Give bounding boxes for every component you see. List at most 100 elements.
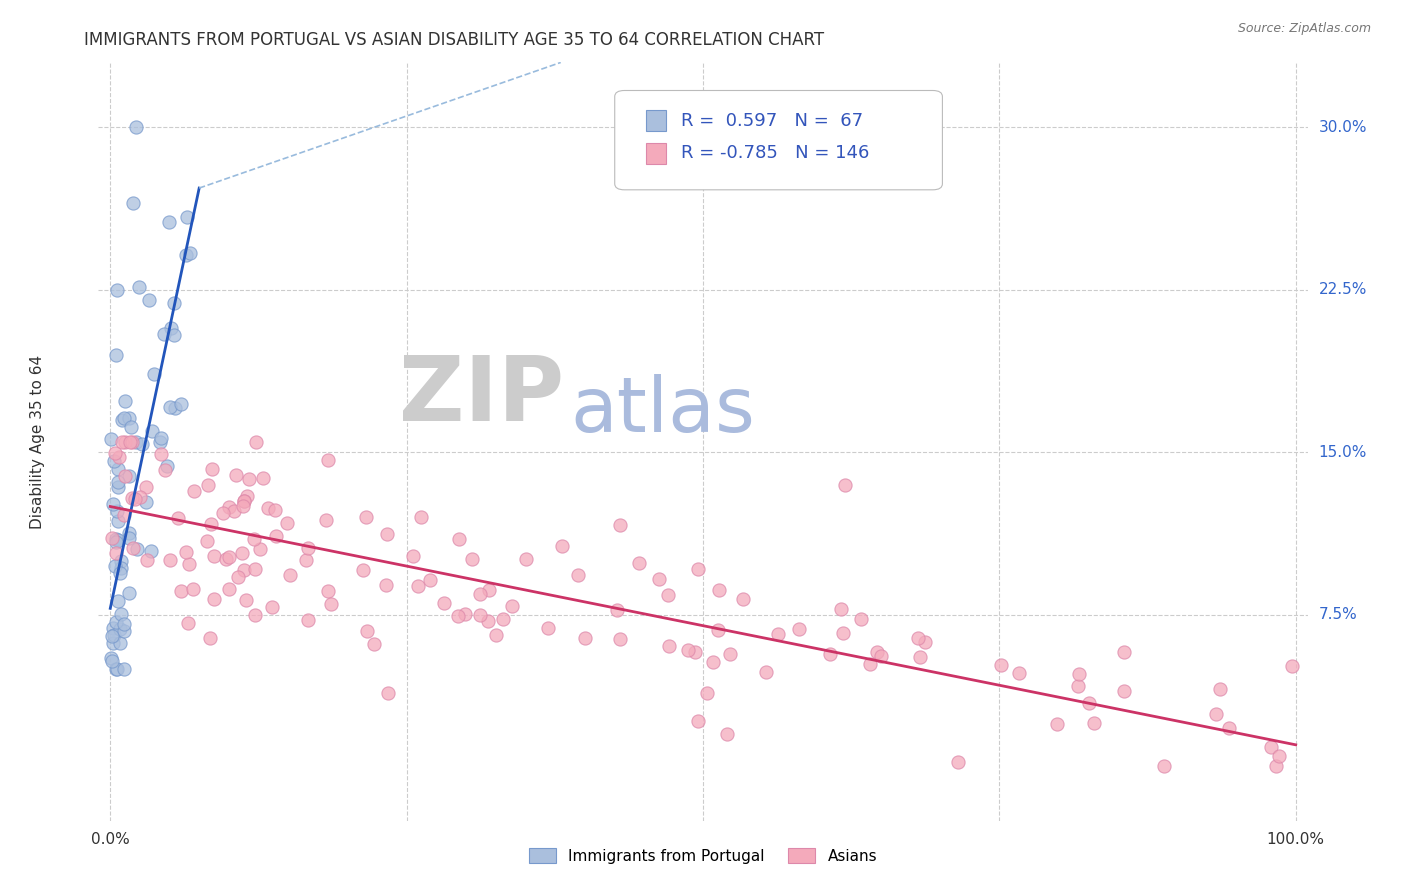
- Point: [243, 608, 266, 623]
- Point: [907, 631, 929, 645]
- Point: [914, 634, 936, 648]
- Point: [104, 534, 127, 549]
- Point: [908, 649, 931, 664]
- Point: [105, 662, 128, 676]
- Point: [159, 321, 181, 335]
- Point: [866, 644, 889, 658]
- Point: [179, 246, 201, 260]
- Point: [195, 533, 218, 548]
- Point: [111, 434, 134, 449]
- Point: [117, 469, 139, 483]
- Point: [101, 636, 124, 650]
- Point: [177, 615, 200, 630]
- Point: [1208, 681, 1230, 696]
- Point: [124, 491, 146, 506]
- Point: [433, 596, 456, 610]
- Point: [143, 367, 166, 381]
- Point: [1218, 722, 1240, 736]
- Point: [232, 493, 254, 508]
- Point: [280, 568, 302, 582]
- Point: [100, 651, 122, 665]
- Point: [353, 563, 375, 577]
- Point: [121, 196, 143, 211]
- Point: [105, 348, 128, 362]
- FancyBboxPatch shape: [614, 90, 942, 190]
- Point: [990, 658, 1012, 673]
- Point: [787, 622, 810, 636]
- Point: [238, 473, 260, 487]
- Point: [117, 531, 139, 545]
- Point: [112, 508, 135, 523]
- Text: 7.5%: 7.5%: [1319, 607, 1357, 623]
- Point: [112, 624, 135, 639]
- Point: [121, 491, 143, 505]
- Point: [170, 397, 193, 411]
- Point: [101, 629, 124, 643]
- Point: [688, 562, 710, 576]
- Point: [946, 755, 969, 769]
- Point: [406, 579, 429, 593]
- Point: [235, 592, 257, 607]
- Point: [859, 657, 882, 672]
- Point: [202, 592, 225, 607]
- Point: [135, 495, 157, 509]
- Point: [104, 532, 127, 546]
- Point: [150, 431, 173, 445]
- Point: [316, 583, 339, 598]
- Text: R = -0.785   N = 146: R = -0.785 N = 146: [681, 145, 869, 162]
- Point: [110, 553, 132, 567]
- Point: [232, 499, 254, 513]
- Point: [176, 210, 198, 224]
- Point: [567, 567, 589, 582]
- Point: [447, 608, 470, 623]
- Point: [215, 552, 238, 566]
- Point: [1046, 716, 1069, 731]
- Point: [100, 654, 122, 668]
- Point: [375, 526, 398, 541]
- Point: [114, 469, 136, 483]
- Point: [104, 445, 127, 459]
- Point: [107, 514, 129, 528]
- Point: [683, 645, 706, 659]
- Point: [402, 549, 425, 563]
- Point: [375, 578, 398, 592]
- Point: [1281, 658, 1303, 673]
- Legend: Immigrants from Portugal, Asians: Immigrants from Portugal, Asians: [523, 842, 883, 870]
- Text: IMMIGRANTS FROM PORTUGAL VS ASIAN DISABILITY AGE 35 TO 64 CORRELATION CHART: IMMIGRANTS FROM PORTUGAL VS ASIAN DISABI…: [84, 31, 824, 49]
- Point: [676, 643, 699, 657]
- Text: Source: ZipAtlas.com: Source: ZipAtlas.com: [1237, 22, 1371, 36]
- Point: [1066, 679, 1088, 693]
- Point: [834, 478, 856, 492]
- Point: [135, 553, 157, 567]
- Point: [197, 477, 219, 491]
- Text: R =  0.597   N =  67: R = 0.597 N = 67: [681, 112, 863, 130]
- Point: [108, 566, 131, 580]
- Point: [1067, 667, 1090, 681]
- Point: [110, 607, 132, 622]
- Point: [1267, 748, 1289, 763]
- Point: [249, 542, 271, 557]
- Point: [492, 612, 515, 626]
- Point: [218, 500, 240, 514]
- Point: [696, 685, 718, 699]
- Point: [127, 542, 149, 557]
- Point: [648, 572, 671, 586]
- Point: [470, 607, 492, 622]
- Point: [754, 665, 776, 679]
- Point: [125, 434, 148, 449]
- Point: [257, 500, 280, 515]
- Point: [112, 616, 135, 631]
- Point: [702, 656, 724, 670]
- Point: [125, 120, 148, 135]
- Point: [851, 612, 873, 626]
- Point: [183, 582, 205, 596]
- Point: [551, 539, 574, 553]
- Point: [163, 327, 186, 342]
- Text: Disability Age 35 to 64: Disability Age 35 to 64: [31, 354, 45, 529]
- Point: [276, 516, 298, 530]
- Point: [688, 714, 710, 728]
- Point: [107, 480, 129, 494]
- Point: [107, 533, 129, 548]
- Point: [295, 553, 318, 567]
- Point: [478, 583, 501, 598]
